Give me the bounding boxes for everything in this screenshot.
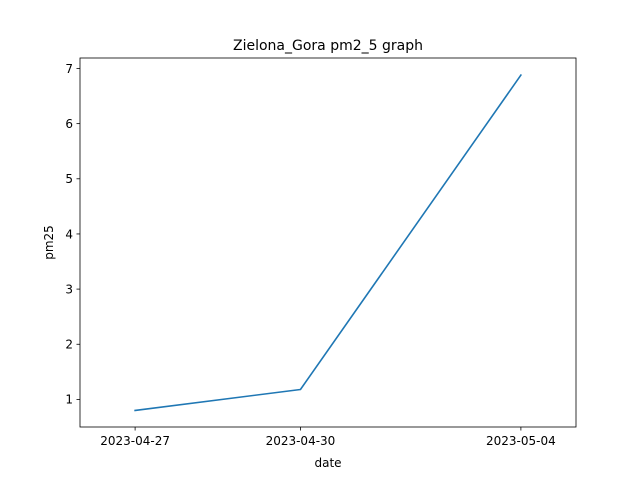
series-layer xyxy=(134,73,523,412)
x-tick-label: 2023-05-04 xyxy=(486,434,556,448)
x-tick-label: 2023-04-27 xyxy=(100,434,170,448)
series-line-pm25 xyxy=(134,73,523,412)
y-tick-label: 1 xyxy=(65,393,73,407)
chart-title: Zielona_Gora pm2_5 graph xyxy=(233,38,423,54)
y-tick-label: 5 xyxy=(65,172,73,186)
y-tick-label: 7 xyxy=(65,62,73,76)
x-axis-label: date xyxy=(314,456,341,470)
y-axis-label: pm25 xyxy=(42,225,56,260)
x-axis: 2023-04-27 2023-04-30 2023-05-04 xyxy=(100,427,556,448)
x-tick-label: 2023-04-30 xyxy=(266,434,336,448)
plot-area-frame xyxy=(79,57,577,428)
y-tick-label: 6 xyxy=(65,117,73,131)
y-tick-label: 4 xyxy=(65,227,73,241)
y-tick-label: 3 xyxy=(65,282,73,296)
y-axis: 1 2 3 4 5 6 7 xyxy=(65,62,80,407)
y-tick-label: 2 xyxy=(65,338,73,352)
